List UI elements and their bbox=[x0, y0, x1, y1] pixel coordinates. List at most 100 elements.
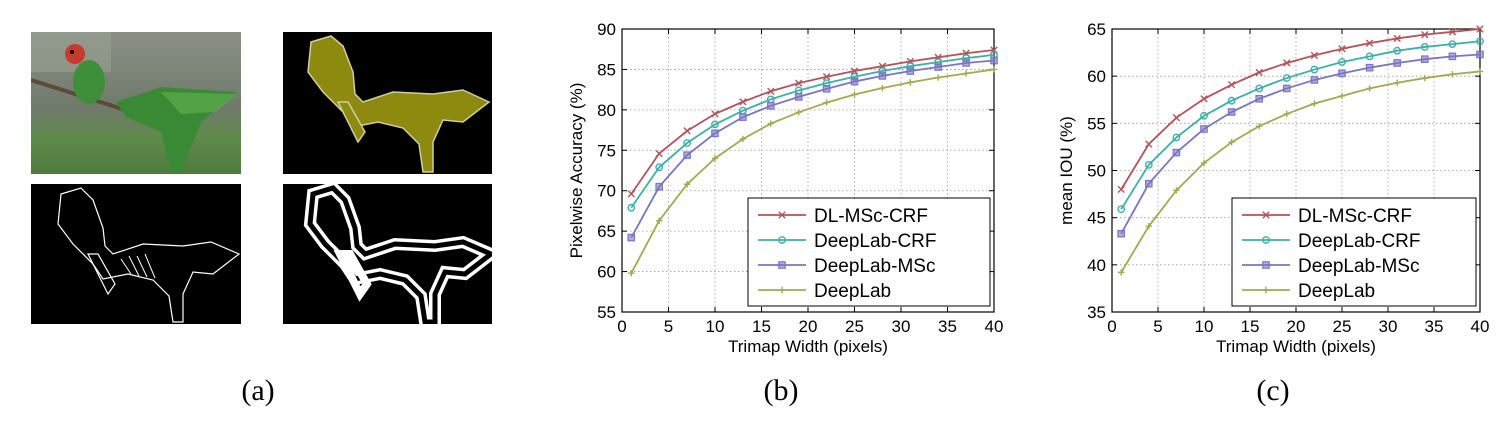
data-point bbox=[1172, 148, 1181, 157]
data-point bbox=[1338, 45, 1346, 53]
data-point bbox=[1200, 125, 1208, 133]
data-point bbox=[711, 129, 719, 138]
legend-label: DeepLab-MSc bbox=[814, 256, 935, 277]
data-point bbox=[1448, 52, 1457, 61]
legend-marker bbox=[1262, 286, 1270, 294]
data-point bbox=[739, 135, 747, 143]
data-point bbox=[1282, 74, 1291, 82]
y-tick-label: 60 bbox=[597, 263, 616, 282]
data-point bbox=[1311, 100, 1318, 107]
series-line bbox=[630, 53, 995, 209]
data-point bbox=[739, 98, 747, 106]
data-point bbox=[990, 66, 998, 73]
data-point bbox=[767, 102, 775, 110]
data-point bbox=[1338, 69, 1346, 78]
y-tick-label: 55 bbox=[597, 303, 616, 322]
data-point bbox=[851, 91, 858, 98]
x-tick-label: 15 bbox=[1241, 317, 1260, 336]
data-point bbox=[879, 84, 886, 92]
y-tick-label: 40 bbox=[1087, 256, 1106, 275]
legend-marker bbox=[1262, 261, 1270, 269]
parrot-mask-icon bbox=[283, 32, 492, 174]
data-point bbox=[1365, 39, 1374, 47]
data-point bbox=[1394, 79, 1401, 86]
data-point bbox=[627, 233, 636, 242]
data-point bbox=[683, 139, 692, 147]
data-point bbox=[1227, 108, 1236, 116]
data-point bbox=[795, 79, 803, 87]
data-point bbox=[934, 63, 943, 71]
data-point bbox=[1144, 179, 1153, 188]
y-tick-label: 80 bbox=[597, 101, 616, 120]
trimap-band bbox=[283, 184, 492, 324]
legend-box bbox=[1231, 197, 1477, 307]
y-axis-label: mean IOU (%) bbox=[1057, 116, 1076, 225]
data-point bbox=[1228, 139, 1235, 146]
data-point bbox=[850, 77, 859, 86]
parrot-photo-icon bbox=[31, 32, 241, 174]
input-photo bbox=[31, 32, 241, 174]
x-axis-label: Trimap Width (pixels) bbox=[728, 337, 888, 356]
data-point bbox=[1393, 34, 1401, 43]
data-point bbox=[767, 87, 775, 95]
data-point bbox=[1255, 84, 1264, 93]
x-tick-label: 20 bbox=[1287, 317, 1306, 336]
data-point bbox=[767, 120, 774, 127]
data-point bbox=[1118, 269, 1125, 276]
data-point bbox=[711, 155, 719, 162]
data-point bbox=[1255, 95, 1264, 103]
x-tick-label: 40 bbox=[1471, 317, 1490, 336]
data-point bbox=[1393, 59, 1402, 67]
x-tick-label: 5 bbox=[1153, 317, 1162, 336]
series-line bbox=[1120, 70, 1481, 273]
series-deeplab-msc bbox=[627, 56, 998, 242]
series-dl-msc-crf bbox=[1117, 25, 1484, 194]
data-point bbox=[1117, 185, 1125, 194]
data-point bbox=[878, 72, 887, 80]
parrot-trimap-icon bbox=[283, 184, 492, 324]
x-tick-label: 15 bbox=[752, 317, 771, 336]
data-point bbox=[627, 190, 635, 198]
data-point bbox=[1145, 140, 1153, 148]
data-point bbox=[1227, 80, 1236, 89]
x-tick-label: 10 bbox=[1195, 317, 1214, 336]
x-axis-label: Trimap Width (pixels) bbox=[1216, 337, 1376, 356]
series-line bbox=[1120, 53, 1481, 235]
data-point bbox=[627, 203, 636, 212]
x-tick-label: 30 bbox=[892, 317, 911, 336]
data-point bbox=[1144, 160, 1153, 169]
y-tick-label: 60 bbox=[1087, 67, 1106, 86]
data-point bbox=[1227, 96, 1236, 105]
chart-pixelwise-accuracy: 0 5 10 15 20 25 30 35 40 55 60 65 70 75 80 85 90 Trimap W… bbox=[567, 20, 1003, 356]
series-line bbox=[630, 68, 995, 274]
data-point bbox=[711, 120, 719, 129]
y-tick-label: 85 bbox=[597, 60, 616, 79]
data-point bbox=[628, 269, 635, 277]
data-point bbox=[655, 149, 663, 158]
data-point bbox=[655, 163, 664, 172]
data-point bbox=[1476, 68, 1484, 75]
data-point bbox=[1448, 40, 1457, 48]
data-point bbox=[1172, 113, 1181, 122]
data-point bbox=[1366, 85, 1373, 92]
data-point bbox=[739, 113, 747, 121]
data-point bbox=[1200, 159, 1208, 167]
data-point bbox=[1420, 43, 1429, 51]
data-point bbox=[683, 127, 691, 135]
data-point bbox=[1365, 63, 1374, 72]
y-axis-label: Pixelwise Accuracy (%) bbox=[567, 83, 586, 259]
legend-marker bbox=[778, 261, 786, 269]
legend-label: DL-MSc-CRF bbox=[1298, 206, 1412, 227]
y-tick-label: 75 bbox=[597, 141, 616, 160]
x-tick-label: 35 bbox=[938, 317, 957, 336]
y-tick-label: 35 bbox=[1087, 303, 1106, 322]
data-point bbox=[1200, 111, 1208, 120]
x-tick-label: 25 bbox=[845, 317, 864, 336]
data-point bbox=[822, 73, 831, 81]
data-point bbox=[850, 67, 859, 75]
x-tick-label: 35 bbox=[1425, 317, 1444, 336]
data-point bbox=[823, 99, 830, 106]
series-deeplab bbox=[628, 66, 998, 277]
data-point bbox=[906, 67, 915, 75]
series-dl-msc-crf bbox=[627, 46, 998, 198]
